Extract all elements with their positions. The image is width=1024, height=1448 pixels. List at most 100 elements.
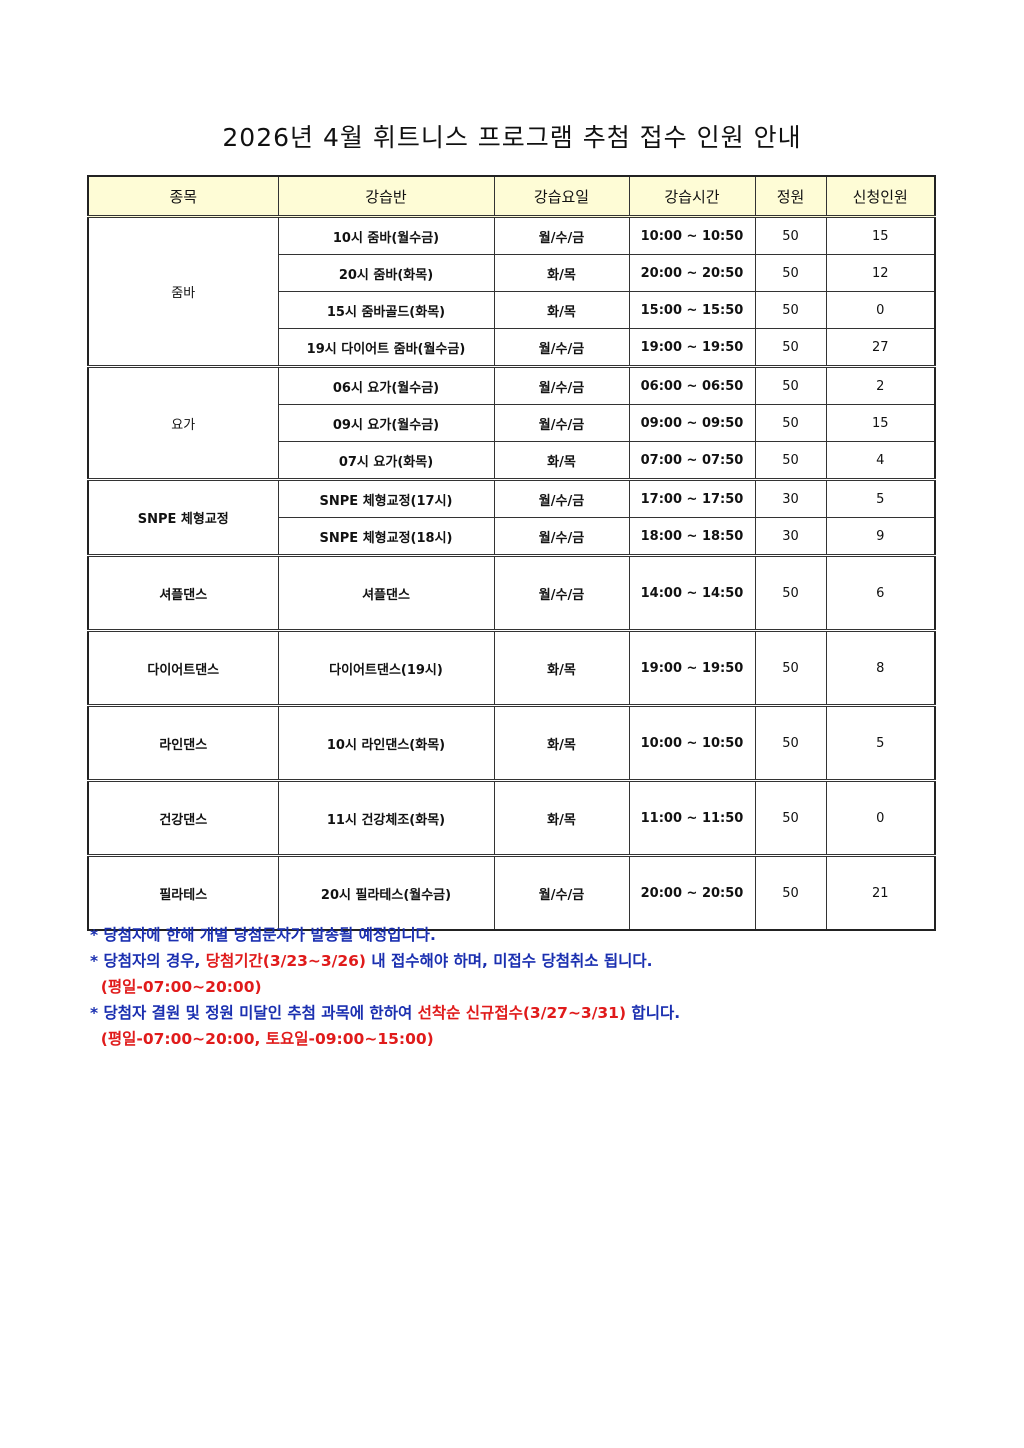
capacity-cell: 50 [754, 554, 827, 631]
time-cell: 10:00 ~ 10:50 [628, 704, 756, 781]
applicants-cell: 0 [825, 291, 936, 329]
note-line: * 당첨자 결원 및 정원 미달인 추첨 과목에 한하여 선착순 신규접수(3/… [90, 1000, 680, 1026]
time-cell: 14:00 ~ 14:50 [628, 554, 756, 631]
capacity-cell: 50 [754, 779, 827, 856]
header-capacity: 정원 [754, 175, 827, 218]
class-cell: SNPE 체형교정(17시) [277, 478, 495, 518]
header-days: 강습요일 [493, 175, 630, 218]
capacity-cell: 50 [754, 328, 827, 367]
days-cell: 화/목 [493, 441, 630, 480]
days-cell: 월/수/금 [493, 328, 630, 367]
note-text: * 당첨자에 한해 개별 당첨문자가 발송될 예정입니다. [90, 926, 436, 944]
applicants-cell: 9 [825, 517, 936, 556]
class-cell: 20시 줌바(화목) [277, 254, 495, 292]
class-cell: 15시 줌바골드(화목) [277, 291, 495, 329]
table-row: 09시 요가(월수금) 월/수/금 09:00 ~ 09:50 50 15 [88, 404, 936, 442]
class-cell: 셔플댄스 [277, 554, 495, 631]
applicants-cell: 8 [825, 629, 936, 706]
capacity-cell: 50 [754, 404, 827, 442]
capacity-cell: 50 [754, 629, 827, 706]
capacity-cell: 50 [754, 216, 827, 255]
capacity-cell: 50 [754, 854, 827, 931]
table-row: 셔플댄스 셔플댄스 월/수/금 14:00 ~ 14:50 50 6 [88, 554, 936, 631]
days-cell: 화/목 [493, 291, 630, 329]
applicants-cell: 12 [825, 254, 936, 292]
applicants-cell: 5 [825, 478, 936, 518]
time-cell: 18:00 ~ 18:50 [628, 517, 756, 556]
note-line: * 당첨자의 경우, 당첨기간(3/23~3/26) 내 접수해야 하며, 미접… [90, 948, 680, 974]
table-row: SNPE 체형교정 SNPE 체형교정(17시) 월/수/금 17:00 ~ 17:5… [88, 478, 936, 556]
header-class: 강습반 [277, 175, 495, 218]
applicants-cell: 15 [825, 404, 936, 442]
table-header-row: 종목 강습반 강습요일 강습시간 정원 신청인원 [87, 175, 936, 218]
table-row: SNPE 체형교정(18시) 월/수/금 18:00 ~ 18:50 30 9 [88, 517, 936, 556]
page-title: 2026년 4월 휘트니스 프로그램 추첨 접수 인원 안내 [222, 123, 802, 152]
time-cell: 19:00 ~ 19:50 [628, 629, 756, 706]
note-line: (평일-07:00~20:00, 토요일-09:00~15:00) [90, 1026, 680, 1052]
note-highlight: (평일-07:00~20:00, 토요일-09:00~15:00) [90, 1030, 434, 1048]
time-cell: 10:00 ~ 10:50 [628, 216, 756, 255]
category-cell: 라인댄스 [87, 704, 279, 781]
note-highlight: 당첨기간(3/23~3/26) [205, 952, 366, 970]
class-cell: 20시 필라테스(월수금) [277, 854, 495, 931]
time-cell: 07:00 ~ 07:50 [628, 441, 756, 480]
days-cell: 월/수/금 [493, 365, 630, 405]
class-cell: 다이어트댄스(19시) [277, 629, 495, 706]
class-cell: 19시 다이어트 줌바(월수금) [277, 328, 495, 367]
capacity-cell: 50 [754, 365, 827, 405]
time-cell: 11:00 ~ 11:50 [628, 779, 756, 856]
program-table: 종목 강습반 강습요일 강습시간 정원 신청인원 줌바 10시 줌바(월수금) 월/… [87, 175, 936, 931]
class-cell: 06시 요가(월수금) [277, 365, 495, 405]
header-applicants: 신청인원 [825, 175, 936, 218]
days-cell: 화/목 [493, 629, 630, 706]
header-time: 강습시간 [628, 175, 756, 218]
category-cell: SNPE 체형교정 [88, 478, 279, 556]
note-text: * 당첨자 결원 및 정원 미달인 추첨 과목에 한하여 [90, 1004, 418, 1022]
days-cell: 월/수/금 [493, 478, 630, 518]
table-row: 요가 06시 요가(월수금) 월/수/금 06:00 ~ 06:50 50 2 [87, 365, 936, 480]
capacity-cell: 30 [754, 478, 827, 518]
note-line: (평일-07:00~20:00) [90, 974, 680, 1000]
applicants-cell: 4 [825, 441, 936, 480]
class-cell: 10시 라인댄스(화목) [277, 704, 495, 781]
table-row: 필라테스 20시 필라테스(월수금) 월/수/금 20:00 ~ 20:50 50 21 [87, 854, 936, 931]
capacity-cell: 50 [754, 704, 827, 781]
days-cell: 월/수/금 [493, 517, 630, 556]
category-cell: 셔플댄스 [88, 554, 279, 631]
table-row: 줌바 10시 줌바(월수금) 월/수/금 10:00 ~ 10:50 50 15 [87, 216, 936, 367]
header-category: 종목 [87, 175, 279, 218]
class-cell: SNPE 체형교정(18시) [277, 517, 495, 556]
class-cell: 11시 건강체조(화목) [277, 779, 495, 856]
class-cell: 10시 줌바(월수금) [277, 216, 495, 255]
table-row: 다이어트댄스 다이어트댄스(19시) 화/목 19:00 ~ 19:50 50 8 [88, 629, 936, 706]
capacity-cell: 50 [754, 441, 827, 480]
time-cell: 17:00 ~ 17:50 [628, 478, 756, 518]
class-cell: 09시 요가(월수금) [277, 404, 495, 442]
applicants-cell: 27 [825, 328, 936, 367]
note-text: * 당첨자의 경우, [90, 952, 206, 970]
days-cell: 화/목 [493, 779, 630, 856]
capacity-cell: 50 [754, 291, 827, 329]
note-highlight: (평일-07:00~20:00) [90, 978, 262, 996]
time-cell: 19:00 ~ 19:50 [628, 328, 756, 367]
days-cell: 월/수/금 [493, 554, 630, 631]
applicants-cell: 5 [825, 704, 936, 781]
time-cell: 09:00 ~ 09:50 [628, 404, 756, 442]
time-cell: 15:00 ~ 15:50 [628, 291, 756, 329]
note-text: 합니다. [626, 1004, 681, 1022]
applicants-cell: 21 [825, 854, 936, 931]
table-row: 15시 줌바골드(화목) 화/목 15:00 ~ 15:50 50 0 [88, 291, 936, 329]
note-text: 내 접수해야 하며, 미접수 당첨취소 됩니다. [365, 952, 653, 970]
category-cell: 요가 [87, 365, 279, 480]
capacity-cell: 50 [754, 254, 827, 292]
applicants-cell: 2 [825, 365, 936, 405]
time-cell: 20:00 ~ 20:50 [628, 254, 756, 292]
category-cell: 줌바 [87, 216, 279, 367]
note-highlight: 선착순 신규접수(3/27~3/31) [417, 1004, 627, 1022]
days-cell: 월/수/금 [493, 854, 630, 931]
days-cell: 월/수/금 [493, 404, 630, 442]
applicants-cell: 0 [825, 779, 936, 856]
capacity-cell: 30 [754, 517, 827, 556]
applicants-cell: 6 [825, 554, 936, 631]
